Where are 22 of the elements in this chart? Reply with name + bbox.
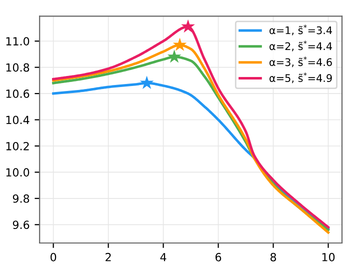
legend-label: α=5, s̃$^{*}$=4.9: [270, 72, 332, 84]
point: [140, 76, 154, 89]
point: [167, 50, 182, 63]
legend-label: α=3, s̃$^{*}$=4.6: [270, 56, 332, 68]
y-tick-label: 11.0: [6, 37, 30, 46]
x-tick-label: 6: [216, 252, 222, 262]
x-tick-label: 8: [270, 252, 276, 262]
x-tick-label: 2: [106, 252, 111, 262]
x-tick-label: 4: [160, 253, 166, 262]
y-tick-label: 10.0: [6, 168, 30, 177]
y-tick-label: 10.4: [6, 116, 30, 124]
y-tick-label: 9.8: [12, 194, 30, 203]
y-tick-label: 10.8: [6, 63, 30, 72]
y-tick-label: 10.6: [6, 90, 30, 98]
x-tick-label: 0: [50, 252, 56, 262]
point: [172, 38, 187, 51]
y-tick-label: 9.6: [12, 220, 30, 230]
legend-label: α=2, s̃$^{*}$=4.4: [270, 40, 332, 52]
y-tick-label: 10.2: [6, 142, 29, 150]
point: [181, 19, 195, 33]
legend-label: α=1, s̃$^{*}$=3.4: [270, 24, 332, 36]
x-tick-label: 10: [322, 252, 335, 262]
